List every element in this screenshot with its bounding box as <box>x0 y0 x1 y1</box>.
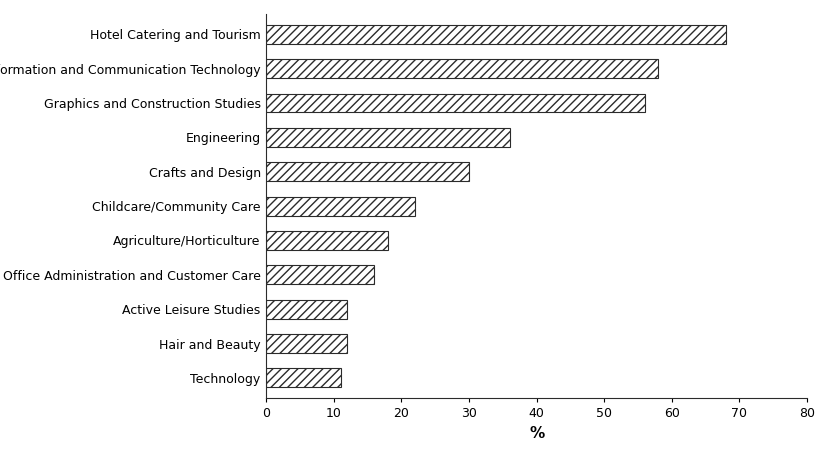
Bar <box>266 334 348 353</box>
Bar <box>266 25 726 44</box>
Bar <box>266 59 658 78</box>
Bar <box>266 128 509 147</box>
Bar <box>266 300 348 319</box>
Bar <box>266 196 415 216</box>
Bar <box>266 162 469 181</box>
Bar <box>266 231 388 250</box>
Bar <box>266 368 340 387</box>
Bar <box>266 93 645 113</box>
Bar <box>266 265 374 284</box>
X-axis label: %: % <box>529 426 544 441</box>
